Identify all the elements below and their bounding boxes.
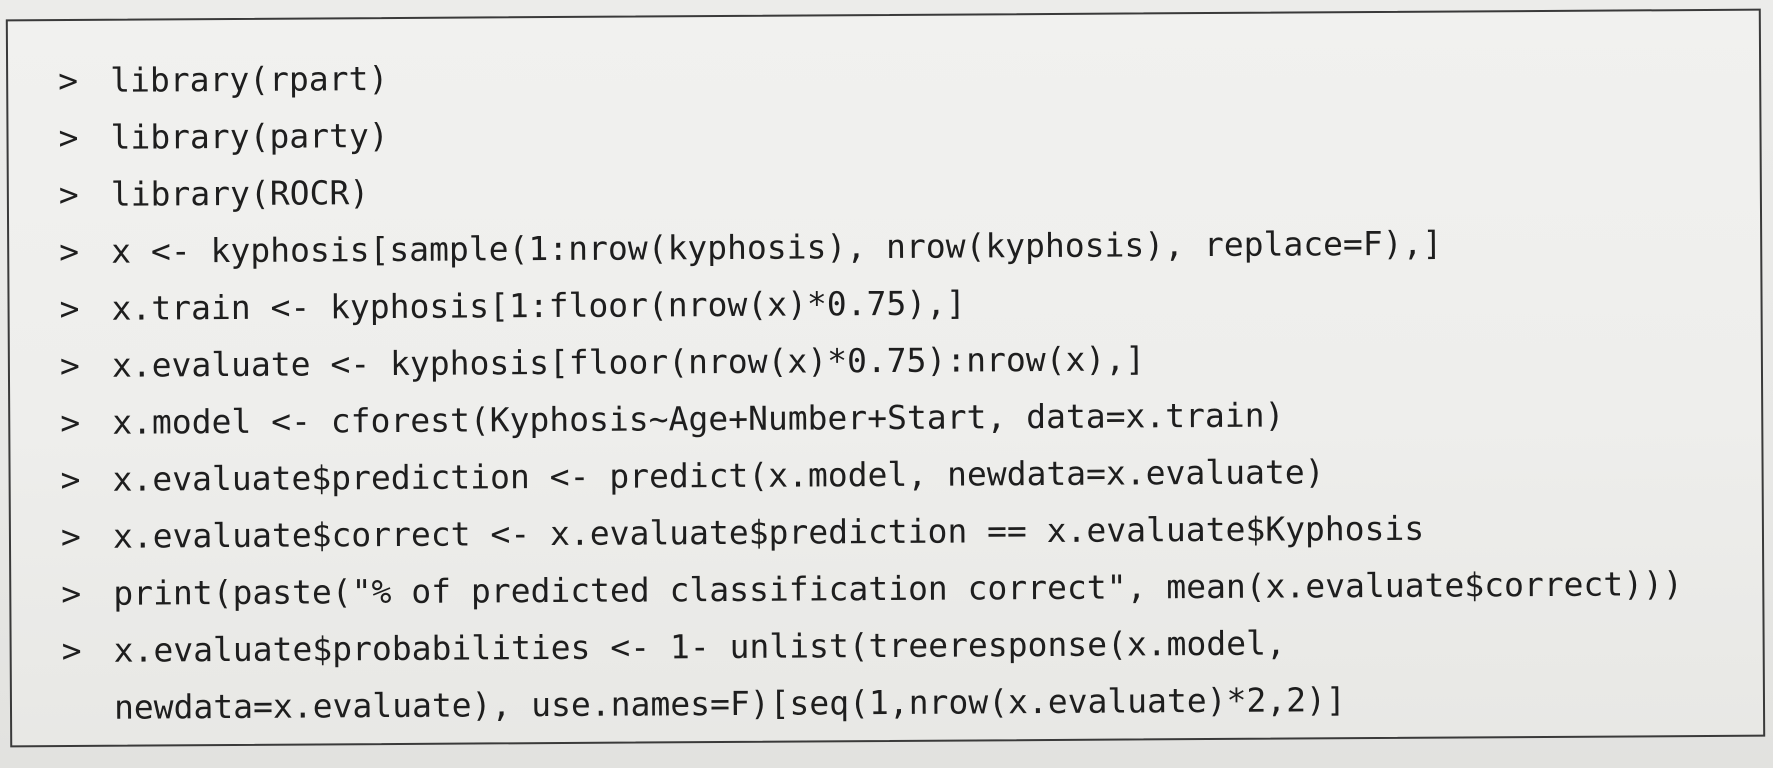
code-text: library(party) (110, 116, 389, 157)
code-line: > x.evaluate <- kyphosis[floor(nrow(x)*0.… (60, 336, 1682, 403)
code-line: > x.evaluate$probabilities <- 1- unlist(t… (62, 621, 1684, 688)
code-text: x.model <- cforest(Kyphosis~Age+Number+S… (112, 395, 1285, 442)
code-text: x.evaluate$probabilities <- 1- unlist(tr… (113, 623, 1286, 670)
code-line: > x.evaluate$correct <- x.evaluate$predic… (61, 507, 1683, 574)
code-line: > x <- kyphosis[sample(1:nrow(kyphosis), … (59, 222, 1681, 289)
code-text: x.train <- kyphosis[1:floor(nrow(x)*0.75… (111, 283, 966, 328)
code-text: x.evaluate$correct <- x.evaluate$predict… (112, 508, 1425, 556)
code-lines: > library(rpart) > library(party) > library… (58, 51, 1684, 745)
code-text: print(paste("% of predicted classificati… (113, 564, 1683, 613)
code-text: x.evaluate <- kyphosis[floor(nrow(x)*0.7… (111, 339, 1146, 385)
prompt-symbol: > (58, 174, 79, 215)
code-text: library(rpart) (110, 59, 389, 100)
code-line: > library(ROCR) (59, 165, 1681, 232)
prompt-symbol: > (58, 60, 79, 101)
code-line: > library(party) (58, 108, 1680, 175)
code-text: library(ROCR) (110, 173, 370, 214)
code-line: > x.evaluate$prediction <- predict(x.mode… (60, 450, 1682, 517)
prompt-symbol: > (58, 117, 79, 158)
prompt-symbol: > (59, 288, 80, 329)
prompt-symbol: > (59, 231, 80, 272)
prompt-symbol: > (59, 345, 80, 386)
code-text: x.evaluate$prediction <- predict(x.model… (112, 452, 1325, 499)
prompt-symbol: > (60, 516, 81, 557)
code-line-continuation: newdata=x.evaluate), use.names=F)[seq(1,… (62, 678, 1684, 745)
code-line: > print(paste("% of predicted classificat… (61, 564, 1683, 631)
prompt-symbol: > (61, 630, 82, 671)
prompt-symbol: > (60, 402, 81, 443)
code-text: x <- kyphosis[sample(1:nrow(kyphosis), n… (111, 223, 1443, 271)
code-block: > library(rpart) > library(party) > library… (5, 8, 1766, 748)
code-line: > library(rpart) (58, 51, 1680, 118)
code-text: newdata=x.evaluate), use.names=F)[seq(1,… (113, 680, 1346, 727)
prompt-symbol: > (61, 573, 82, 614)
code-line: > x.train <- kyphosis[1:floor(nrow(x)*0.7… (59, 279, 1681, 346)
prompt-symbol: > (60, 459, 81, 500)
code-line: > x.model <- cforest(Kyphosis~Age+Number+… (60, 393, 1682, 460)
